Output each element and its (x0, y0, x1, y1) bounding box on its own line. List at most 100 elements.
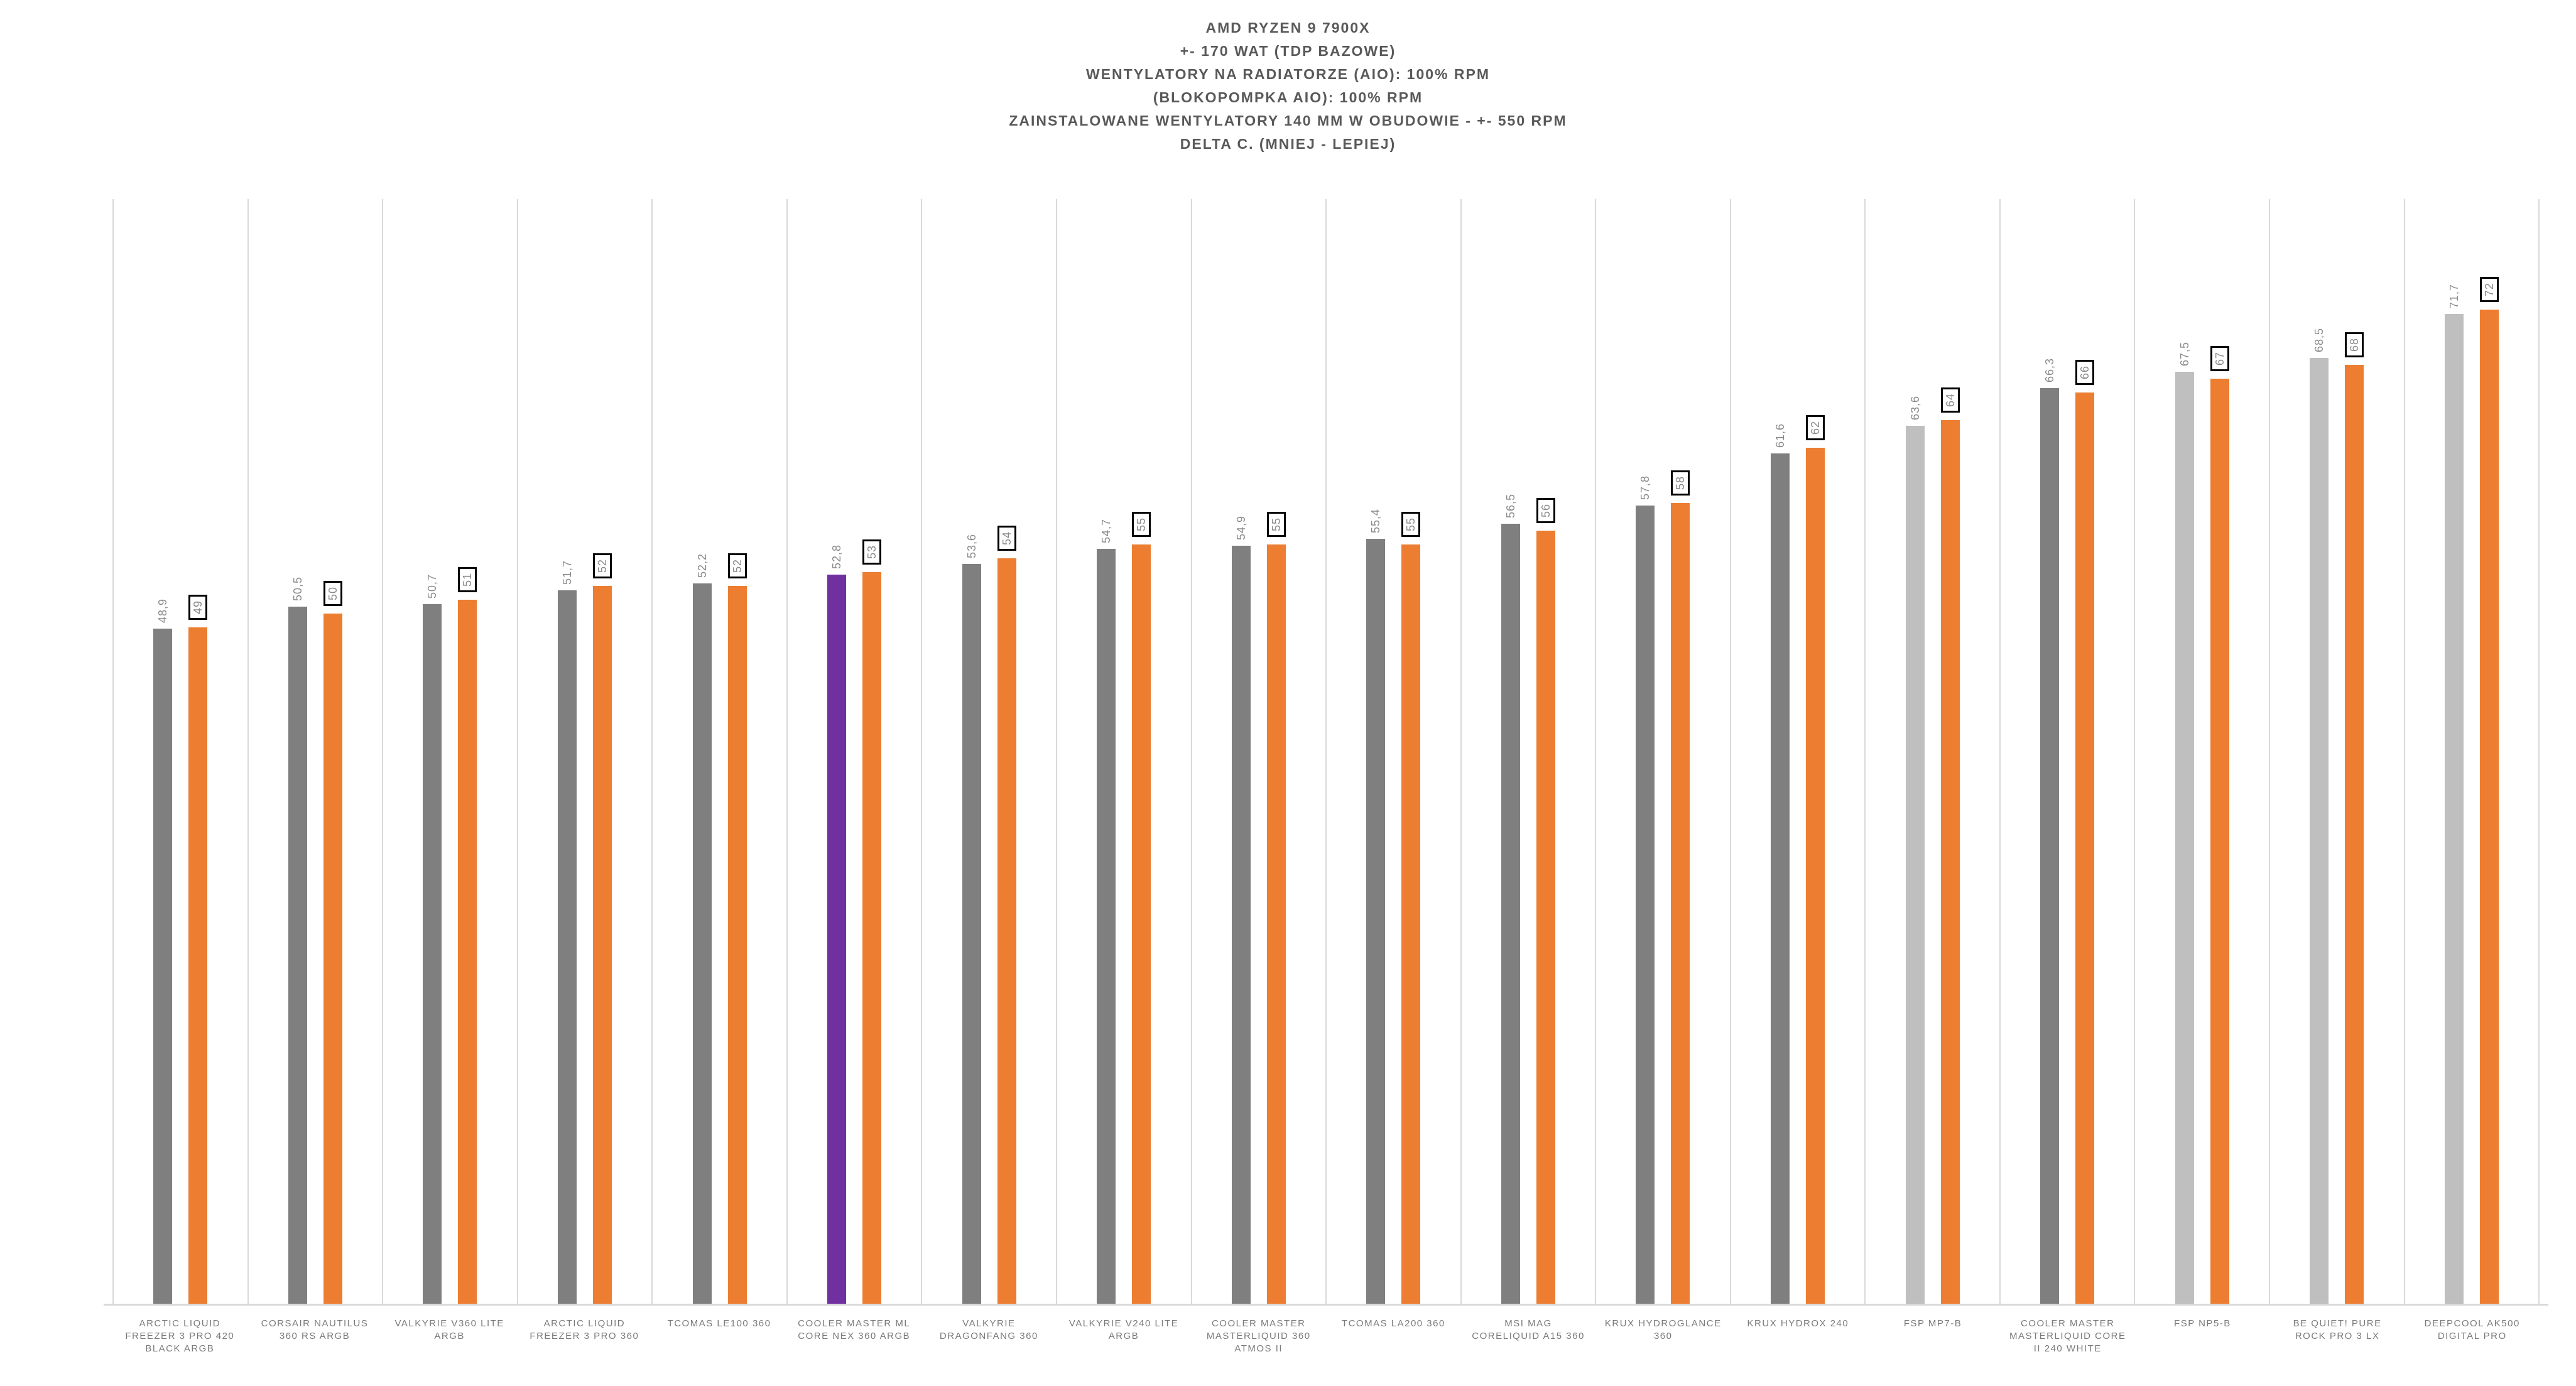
primary-bar-column: 61,6 (1771, 199, 1790, 1304)
bar-pair: 56,5 56 (1462, 199, 1595, 1304)
secondary-bar-column: 68 (2345, 199, 2364, 1304)
primary-bar-value-label: 68,5 (2313, 327, 2326, 352)
boxed-bar-value-label: 62 (1806, 414, 1825, 440)
boxed-bar-value-label: 68 (2345, 332, 2364, 357)
chart-title-line: (BLOKOPOMPKA AIO): 100% RPM (1153, 89, 1423, 106)
category-label: VALKYRIE V360 LITE ARGB (394, 1318, 504, 1341)
category-label: COOLER MASTER MASTERLIQUID CORE II 240 W… (2009, 1318, 2126, 1354)
primary-bar-value-label: 50,5 (291, 576, 304, 601)
category-cell: 53,6 54 (921, 199, 1056, 1304)
secondary-bar-column: 67 (2210, 199, 2229, 1304)
secondary-bar (1132, 544, 1151, 1304)
secondary-bar-column: 62 (1806, 199, 1825, 1304)
category-cell: 51,7 52 (516, 199, 652, 1304)
primary-bar-value-label: 67,5 (2178, 341, 2191, 366)
secondary-bar (1401, 544, 1421, 1304)
secondary-bar (862, 572, 882, 1304)
category-label: COOLER MASTER MASTERLIQUID 360 ATMOS II (1206, 1318, 1311, 1354)
secondary-bar (997, 558, 1016, 1304)
boxed-bar-value-label: 50 (323, 580, 342, 606)
category-label: KRUX HYDROX 240 (1747, 1318, 1849, 1329)
category-cell: 67,5 67 (2134, 199, 2269, 1304)
primary-bar-value-label: 66,3 (2043, 358, 2057, 383)
primary-bar-value-label: 56,5 (1504, 493, 1517, 518)
category-label: BE QUIET! PURE ROCK PRO 3 LX (2293, 1318, 2382, 1341)
primary-bar (1097, 548, 1116, 1304)
boxed-bar-value-label: 67 (2210, 345, 2229, 371)
secondary-bar (458, 600, 477, 1304)
plot-area: 48,9 49 50,5 50 50,7 51 51,7 52 52,2 52 52,8 53 53,6… (112, 199, 2540, 1304)
boxed-bar-value-label: 56 (1536, 497, 1555, 523)
boxed-bar-value-label: 52 (592, 553, 612, 578)
bar-pair: 54,7 55 (1057, 199, 1191, 1304)
secondary-bar (1671, 503, 1690, 1304)
primary-bar-column: 67,5 (2175, 199, 2194, 1304)
category-cell: 56,5 56 (1460, 199, 1595, 1304)
primary-bar (2040, 388, 2060, 1304)
boxed-bar-value-label: 55 (1401, 511, 1421, 537)
bar-pair: 54,9 55 (1192, 199, 1326, 1304)
secondary-bar-column: 55 (1401, 199, 1421, 1304)
boxed-bar-value-label: 55 (1266, 511, 1286, 537)
category-label: DEEPCOOL AK500 DIGITAL PRO (2424, 1318, 2520, 1341)
category-cell: 71,7 72 (2403, 199, 2539, 1304)
boxed-bar-value-label: 72 (2479, 276, 2499, 302)
boxed-bar-value-label: 64 (1940, 387, 1960, 413)
secondary-bar (188, 627, 208, 1304)
category-label: CORSAIR NAUTILUS 360 RS ARGB (261, 1318, 369, 1341)
primary-bar (1636, 506, 1655, 1304)
bar-pair: 66,3 66 (2001, 199, 2134, 1304)
x-axis-line (104, 1304, 2548, 1306)
primary-bar (557, 590, 577, 1304)
secondary-bar-column: 49 (188, 199, 208, 1304)
secondary-bar (1940, 420, 1960, 1304)
category-cell: 52,8 53 (786, 199, 921, 1304)
primary-bar-column: 50,7 (423, 199, 442, 1304)
boxed-bar-value-label: 51 (458, 566, 477, 592)
primary-bar-column: 56,5 (1501, 199, 1520, 1304)
secondary-bar (323, 614, 342, 1304)
primary-bar-column: 55,4 (1366, 199, 1386, 1304)
secondary-bar-column: 66 (2075, 199, 2095, 1304)
bar-pair: 55,4 55 (1327, 199, 1460, 1304)
category-label: TCOMAS LA200 360 (1341, 1318, 1445, 1329)
secondary-bar-column: 64 (1940, 199, 1960, 1304)
boxed-bar-value-label: 49 (188, 594, 208, 620)
category-cell: 50,7 51 (382, 199, 517, 1304)
boxed-bar-value-label: 54 (997, 525, 1016, 551)
category-cell: 66,3 66 (1999, 199, 2134, 1304)
primary-bar-value-label: 51,7 (560, 560, 573, 585)
category-cell: 54,7 55 (1055, 199, 1191, 1304)
category-label: VALKYRIE DRAGONFANG 360 (939, 1318, 1038, 1341)
chart-title-line: WENTYLATORY NA RADIATORZE (AIO): 100% RP… (1086, 66, 1490, 82)
secondary-bar (1266, 544, 1286, 1304)
primary-bar-value-label: 53,6 (965, 533, 978, 558)
primary-bar-value-label: 54,9 (1234, 516, 1247, 541)
primary-bar-column: 57,8 (1636, 199, 1655, 1304)
primary-bar-column: 68,5 (2310, 199, 2329, 1304)
category-cell: 57,8 58 (1595, 199, 1730, 1304)
primary-bar (827, 575, 847, 1304)
category-cell: 68,5 68 (2269, 199, 2404, 1304)
secondary-bar (1806, 448, 1825, 1304)
primary-bar-value-label: 54,7 (1100, 518, 1113, 543)
bar-pair: 57,8 58 (1596, 199, 1730, 1304)
secondary-bar-column: 53 (862, 199, 882, 1304)
boxed-bar-value-label: 53 (862, 539, 882, 565)
category-label: ARCTIC LIQUID FREEZER 3 PRO 420 BLACK AR… (125, 1318, 235, 1354)
secondary-bar-column: 50 (323, 199, 342, 1304)
chart-title-line: ZAINSTALOWANE WENTYLATORY 140 MM W OBUDO… (1009, 112, 1567, 129)
secondary-bar (592, 586, 612, 1304)
bar-pair: 52,8 53 (788, 199, 921, 1304)
boxed-bar-value-label: 66 (2075, 359, 2095, 385)
primary-bar (692, 583, 712, 1304)
primary-bar-value-label: 55,4 (1369, 509, 1383, 534)
secondary-bar (2345, 365, 2364, 1304)
secondary-bar (1536, 531, 1555, 1304)
primary-bar-value-label: 50,7 (426, 573, 439, 598)
category-cell: 54,9 55 (1190, 199, 1326, 1304)
category-cell: 61,6 62 (1729, 199, 1865, 1304)
primary-bar-column: 50,5 (288, 199, 307, 1304)
primary-bar-value-label: 61,6 (1774, 423, 1787, 448)
primary-bar (2444, 313, 2464, 1304)
